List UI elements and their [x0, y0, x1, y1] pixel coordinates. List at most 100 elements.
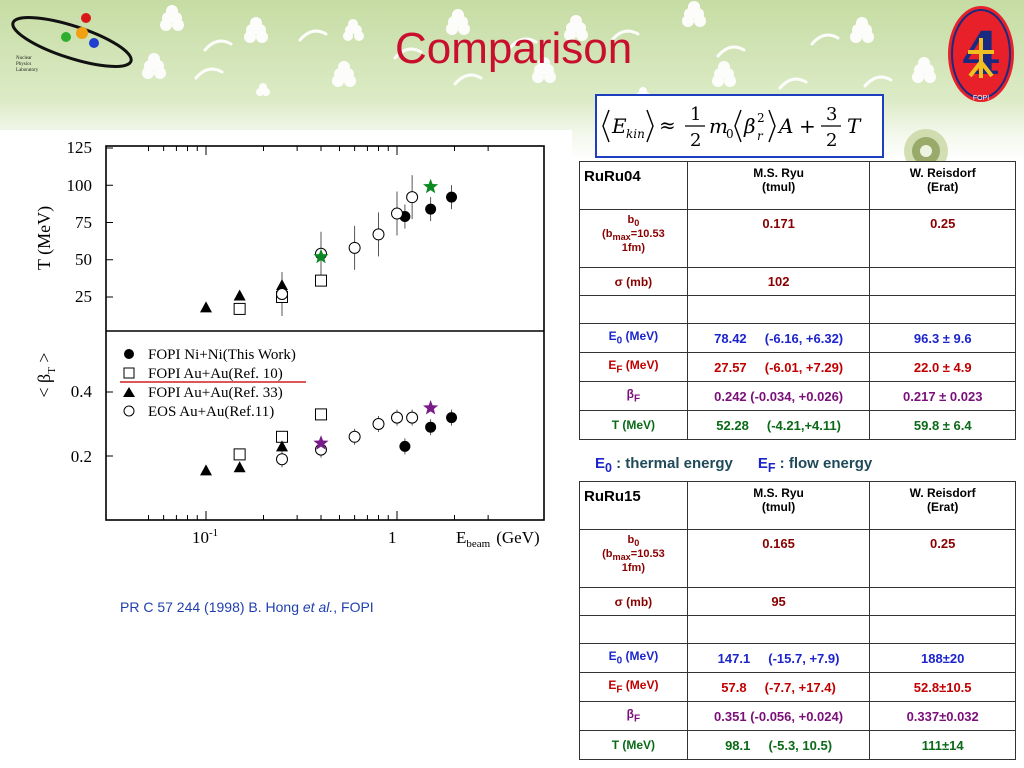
logo-text-3: Laboratory [16, 68, 39, 73]
legend-item-3: FOPI Au+Au(Ref. 33) [148, 385, 283, 401]
ytick-0.4: 0.4 [71, 382, 93, 401]
svg-text:E: E [611, 114, 627, 138]
svg-text:≈: ≈ [659, 113, 676, 137]
data-point-filled-circle [425, 421, 437, 433]
t-ryu: 52.28 (-4.21,+4.11) [686, 410, 871, 440]
b0-reisdorf: 0.25 [869, 529, 1016, 588]
logo-text-2: Physics [16, 62, 31, 67]
data-point-open-circle [276, 288, 289, 301]
row-label-betaf: βF [579, 701, 688, 731]
data-point-open-square [314, 408, 327, 421]
data-point-filled-circle [446, 191, 458, 203]
data-point-open-square [314, 274, 327, 287]
xtick-0.1: 10-1 [192, 527, 218, 547]
t-ryu: 98.1 (-5.3, 10.5) [686, 730, 871, 760]
data-point-star-purple [423, 400, 439, 415]
logo-text-1: Nuclear [16, 56, 32, 61]
lab-logo: Nuclear Physics Laboratory [11, 13, 133, 73]
svg-text:0: 0 [726, 127, 734, 141]
row-label-e0: E0 (MeV) [579, 643, 688, 673]
results-table-ruru04: RuRu04 M.S. Ryu (tmul) W. Reisdorf (Erat) … [579, 161, 1016, 440]
sigma-ryu: 95 [686, 587, 871, 616]
e0-reisdorf: 188±20 [869, 643, 1016, 673]
data-point-open-square [233, 302, 246, 315]
x-axis-label: Ebeam (GeV) [456, 528, 540, 550]
empty-cell [579, 615, 688, 644]
citation: PR C 57 244 (1998) B. Hong et al., FOPI [120, 599, 374, 615]
col-header-reisdorf: W. Reisdorf (Erat) [869, 481, 1016, 530]
row-label-sigma: σ (mb) [579, 267, 688, 296]
empty-cell [579, 295, 688, 324]
data-point-filled-triangle [200, 464, 212, 476]
row-label-t: T (MeV) [579, 730, 688, 760]
data-point-open-circle [406, 191, 419, 204]
y-axis-label-bottom: < βT > [34, 352, 58, 397]
data-point-open-circle [391, 207, 403, 220]
svg-text:3: 3 [826, 104, 837, 125]
ef-reisdorf: 52.8±10.5 [869, 672, 1016, 702]
e0-ryu: 78.42 (-6.16, +6.32) [686, 323, 871, 353]
row-label-b0: b0 (bmax=10.53 1fm) [579, 209, 688, 268]
data-point-open-square [233, 448, 246, 461]
t-reisdorf: 111±14 [869, 730, 1016, 760]
data-point-open-circle [348, 430, 361, 443]
betaf-ryu: 0.242 (-0.034, +0.026) [686, 381, 871, 411]
empty-cell [869, 615, 1016, 644]
ytick-125: 125 [67, 138, 93, 157]
ef-ryu: 57.8 (-7.7, +17.4) [686, 672, 871, 702]
atom-sun [76, 27, 88, 39]
ytick-75: 75 [75, 213, 92, 232]
svg-text:A: A [777, 114, 793, 138]
b0-ryu: 0.171 [686, 209, 871, 268]
svg-text:2: 2 [757, 111, 765, 125]
ef-reisdorf: 22.0 ± 4.9 [869, 352, 1016, 382]
row-label-ef: EF (MeV) [579, 352, 688, 382]
flower-decor-row [142, 1, 936, 100]
energy-legend: E0 : thermal energy EF : flow energy [595, 455, 873, 475]
fopi-logo: 4 FOPI [948, 6, 1014, 102]
col-header-reisdorf: W. Reisdorf (Erat) [869, 161, 1016, 210]
data-point-star-purple [313, 435, 329, 450]
results-table-ruru15: RuRu15 M.S. Ryu (tmul) W. Reisdorf (Erat) … [579, 481, 1016, 760]
legend-marker-filled-triangle [123, 387, 135, 397]
table-name: RuRu15 [579, 481, 688, 530]
col-header-ryu: M.S. Ryu (tmul) [686, 481, 871, 530]
legend: FOPI Ni+Ni(This Work) FOPI Au+Au(Ref. 10… [120, 347, 306, 420]
row-label-b0: b0 (bmax=10.53 1fm) [579, 529, 688, 588]
axis-ticks [106, 146, 489, 520]
data-point-filled-circle [446, 412, 458, 424]
data-point-open-circle [372, 418, 385, 430]
table-name: RuRu04 [579, 161, 688, 210]
error-bars [281, 175, 452, 468]
data-point-filled-circle [425, 203, 437, 215]
data-point-open-circle [391, 411, 403, 424]
row-label-e0: E0 (MeV) [579, 323, 688, 353]
xtick-1: 1 [388, 528, 397, 547]
row-label-betaf: βF [579, 381, 688, 411]
kinetic-energy-formula: E kin ≈ 1 2 m 0 β 2 r A + 3 2 T [595, 94, 884, 158]
legend-item-2: FOPI Au+Au(Ref. 10) [148, 366, 283, 382]
sigma-reisdorf [869, 267, 1016, 296]
sigma-ryu: 102 [686, 267, 871, 296]
data-point-filled-triangle [276, 440, 289, 452]
svg-text:2: 2 [826, 130, 837, 151]
legend-marker-open-square [123, 367, 135, 379]
betaf-reisdorf: 0.217 ± 0.023 [869, 381, 1016, 411]
data-point-open-circle [348, 241, 361, 254]
data-point-star-green [423, 178, 439, 194]
data-point-open-circle [276, 453, 289, 466]
ytick-25: 25 [75, 287, 92, 306]
row-label-sigma: σ (mb) [579, 587, 688, 616]
temperature-flow-vs-beam-energy-chart: T (MeV) < βT > 125 100 75 50 25 0.4 0.2 … [34, 138, 545, 550]
svg-text:r: r [757, 129, 764, 143]
data-point-filled-triangle [233, 461, 246, 473]
e0-ryu: 147.1 (-15.7, +7.9) [686, 643, 871, 673]
legend-item-4: EOS Au+Au(Ref.11) [148, 404, 274, 420]
empty-cell [686, 295, 871, 324]
legend-marker-filled-circle [124, 349, 134, 359]
data-point-filled-triangle [233, 289, 246, 301]
ytick-50: 50 [75, 250, 92, 269]
plot-frame [105, 145, 545, 521]
t-reisdorf: 59.8 ± 6.4 [869, 410, 1016, 440]
data-point-star-green [313, 248, 329, 264]
